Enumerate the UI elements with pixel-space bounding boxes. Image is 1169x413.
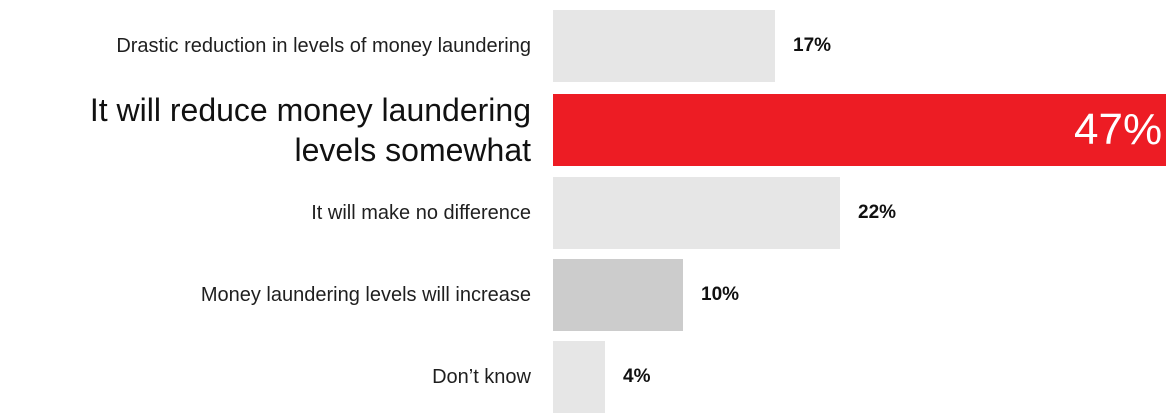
category-label: Drastic reduction in levels of money lau… — [116, 35, 531, 57]
value-label: 17% — [793, 35, 832, 56]
value-label: 22% — [858, 202, 897, 223]
bar — [553, 94, 1166, 166]
value-label: 47% — [1074, 105, 1163, 154]
bar — [553, 259, 683, 331]
bar — [553, 341, 605, 413]
category-label: It will reduce money laundering levels s… — [89, 92, 531, 168]
category-label: Don’t know — [432, 366, 531, 388]
bar — [553, 10, 775, 82]
bar — [553, 177, 840, 249]
value-label: 4% — [623, 366, 651, 387]
category-label: It will make no difference — [311, 202, 531, 224]
category-label: Money laundering levels will increase — [200, 284, 531, 306]
value-label: 10% — [701, 284, 740, 305]
